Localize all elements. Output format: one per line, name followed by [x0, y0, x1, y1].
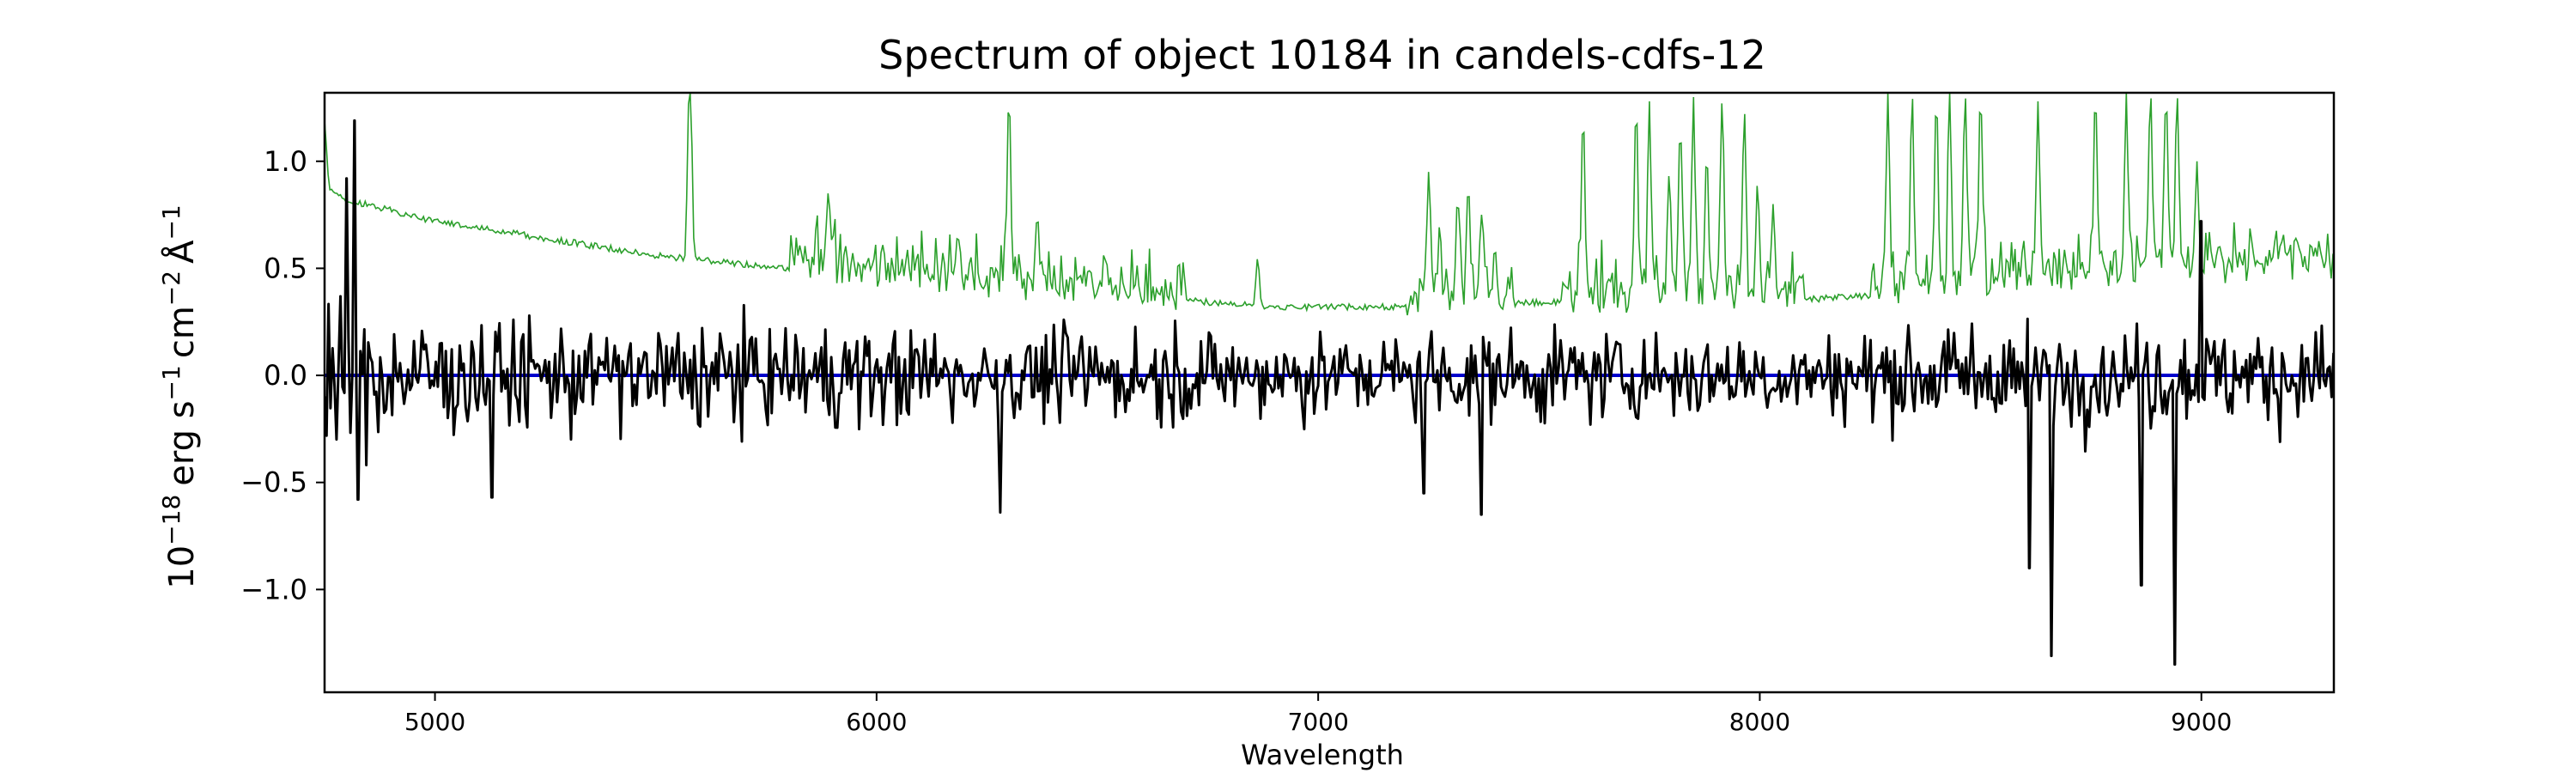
y-tick-label: 0.0	[264, 359, 307, 392]
y-tick-label: −1.0	[240, 573, 307, 606]
y-label-unit2: cm	[162, 306, 202, 358]
error-spectrum-line	[325, 93, 2334, 316]
flux-spectrum-line	[325, 119, 2334, 666]
y-tick-label: −0.5	[240, 466, 307, 499]
y-tick-label: 1.0	[264, 145, 307, 178]
x-tick-label: 6000	[846, 708, 907, 736]
y-label-base: 10	[162, 545, 202, 589]
y-label-unit3: Å	[161, 240, 202, 264]
x-tick-label: 7000	[1288, 708, 1349, 736]
y-label-unit-exp1: −1	[157, 365, 185, 400]
y-label-unit-exp2: −2	[157, 271, 185, 306]
x-axis-label: Wavelength	[1241, 739, 1404, 771]
x-tick-label: 8000	[1729, 708, 1790, 736]
y-label-exp: −18	[157, 495, 185, 545]
y-label-unit-exp3: −1	[157, 204, 185, 240]
y-axis-label: 10−18erg s−1cm−2Å−1	[157, 204, 202, 588]
y-tick-label: 0.5	[264, 252, 307, 284]
y-label-unit: erg s	[162, 400, 202, 485]
plot-area: 5000 6000 7000 8000 9000 −1.0 −0.5 0.0 0.5 1.0	[240, 91, 2336, 736]
series-group	[325, 93, 2334, 666]
x-tick-label: 9000	[2171, 708, 2232, 736]
chart-title: Spectrum of object 10184 in candels-cdfs…	[878, 32, 1766, 78]
plot-frame	[323, 91, 2336, 694]
x-tick-label: 5000	[404, 708, 465, 736]
